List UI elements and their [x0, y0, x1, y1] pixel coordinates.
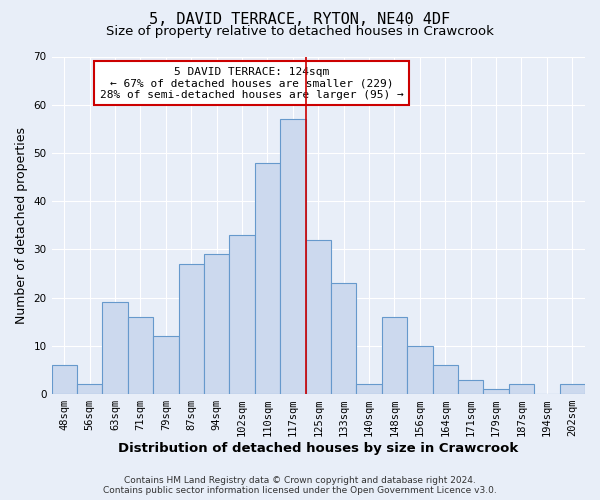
Text: Contains HM Land Registry data © Crown copyright and database right 2024.
Contai: Contains HM Land Registry data © Crown c… — [103, 476, 497, 495]
Y-axis label: Number of detached properties: Number of detached properties — [15, 127, 28, 324]
X-axis label: Distribution of detached houses by size in Crawcrook: Distribution of detached houses by size … — [118, 442, 518, 455]
Text: Size of property relative to detached houses in Crawcrook: Size of property relative to detached ho… — [106, 25, 494, 38]
Bar — [229, 235, 255, 394]
Bar — [433, 365, 458, 394]
Bar — [509, 384, 534, 394]
Bar — [103, 302, 128, 394]
Bar — [255, 162, 280, 394]
Bar — [52, 365, 77, 394]
Bar — [77, 384, 103, 394]
Bar — [458, 380, 484, 394]
Bar — [407, 346, 433, 394]
Text: 5, DAVID TERRACE, RYTON, NE40 4DF: 5, DAVID TERRACE, RYTON, NE40 4DF — [149, 12, 451, 28]
Bar — [560, 384, 585, 394]
Bar — [204, 254, 229, 394]
Bar — [484, 390, 509, 394]
Bar — [179, 264, 204, 394]
Bar — [305, 240, 331, 394]
Bar — [331, 283, 356, 394]
Bar — [153, 336, 179, 394]
Bar — [382, 317, 407, 394]
Text: 5 DAVID TERRACE: 124sqm
← 67% of detached houses are smaller (229)
28% of semi-d: 5 DAVID TERRACE: 124sqm ← 67% of detache… — [100, 66, 403, 100]
Bar — [280, 119, 305, 394]
Bar — [356, 384, 382, 394]
Bar — [128, 317, 153, 394]
